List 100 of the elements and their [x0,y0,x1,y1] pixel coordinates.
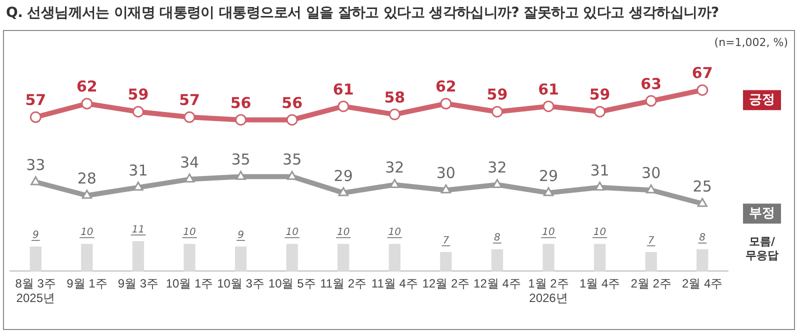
data-label: 57 [25,91,46,110]
data-label: 35 [231,150,250,169]
point [133,182,144,191]
data-label: 11 [132,224,145,236]
data-label: 62 [435,78,456,96]
text: 모름/ 무응답 [746,235,778,262]
bar [388,244,400,272]
point [542,100,554,112]
data-label: 29 [334,166,353,185]
x-tick-label: 10월 1주 [166,276,214,291]
data-label: 61 [332,80,354,98]
point [286,114,298,126]
point [338,187,348,196]
bar [81,244,93,272]
x-tick-label: 10월 5주 [268,276,316,291]
point [390,178,400,188]
point [235,114,247,126]
data-label: 57 [179,91,200,110]
x-tick-label: 12월 2주 [422,276,470,291]
data-label: 34 [180,153,200,172]
x-tick-label: 11월 4주 [371,276,418,291]
point [543,187,554,196]
point [132,106,144,118]
data-label: 8 [494,232,500,244]
data-label: 10 [183,227,196,238]
x-tick-label: 9월 3주 [118,276,159,291]
data-label: 33 [26,156,46,174]
point [492,178,502,188]
bar [645,252,657,272]
bar [542,244,554,272]
text: 긍정 [749,92,775,108]
data-label: 56 [230,94,252,112]
data-label: 28 [77,170,96,188]
data-label: 58 [384,88,406,106]
point [696,84,708,96]
data-label: 9 [238,230,244,241]
point [388,108,400,120]
data-label: 62 [76,78,98,96]
point [338,100,350,112]
bar [696,249,708,272]
point [82,190,92,199]
x-tick-label: 1월 4주 [579,276,620,291]
point [491,106,503,118]
point [236,170,246,180]
bar [30,246,42,272]
x-tick-label: 2월 4주 [682,276,723,291]
bar [338,244,350,272]
data-label: 59 [589,86,610,104]
data-label: 30 [436,164,456,182]
x-tick-label: 10월 3주 [217,276,264,291]
point [697,198,708,207]
x-tick-label: 8월 3주 2025년 [15,276,56,306]
point [594,106,606,118]
data-label: 10 [542,227,555,238]
data-label: 67 [692,64,713,82]
data-label: 10 [388,227,402,238]
point [645,95,657,107]
data-label: 7 [648,235,655,246]
point [30,111,42,123]
data-label: 59 [486,86,508,104]
bar [234,246,247,272]
data-label: 31 [590,161,610,180]
data-label: 63 [640,74,662,93]
data-label: 9 [32,230,39,241]
data-label: 30 [642,164,661,182]
data-label: 10 [336,227,350,238]
x-tick-label: 12월 4주 [474,276,521,291]
data-label: 10 [80,227,94,238]
data-label: 59 [128,86,149,104]
point [184,111,196,123]
data-label: 10 [593,227,606,238]
data-label: 56 [282,94,303,112]
bar [132,241,144,272]
text: (n=1,002, %) [714,36,788,49]
x-tick-label: 1월 2주 2026년 [528,276,569,306]
point [594,182,605,191]
x-tick-label: 11월 2주 [320,276,367,291]
data-label: 7 [442,235,450,246]
point [440,98,452,110]
bar [184,244,196,272]
chart-title: Q. 선생님께서는 이재명 대통령이 대통령으로서 일을 잘하고 있다고 생각하십니까? 잘못하고 있다고 생각하십니까? [6,4,719,22]
data-label: 29 [538,166,558,185]
data-label: 32 [488,158,507,177]
data-label: 32 [385,158,404,177]
bar [491,249,504,272]
bar [286,244,298,272]
data-label: 61 [538,80,559,98]
bar [440,252,452,272]
x-tick-label: 2월 2주 [630,276,672,291]
data-label: 10 [286,227,298,238]
bar [594,244,606,272]
data-label: 31 [128,161,148,180]
data-label: 35 [282,150,302,169]
point [184,174,195,183]
point [440,184,452,194]
x-tick-label: 9월 1주 [66,276,108,291]
point [81,98,93,110]
text: 부정 [749,206,775,222]
data-label: 25 [692,178,712,196]
data-label: 8 [699,232,706,244]
